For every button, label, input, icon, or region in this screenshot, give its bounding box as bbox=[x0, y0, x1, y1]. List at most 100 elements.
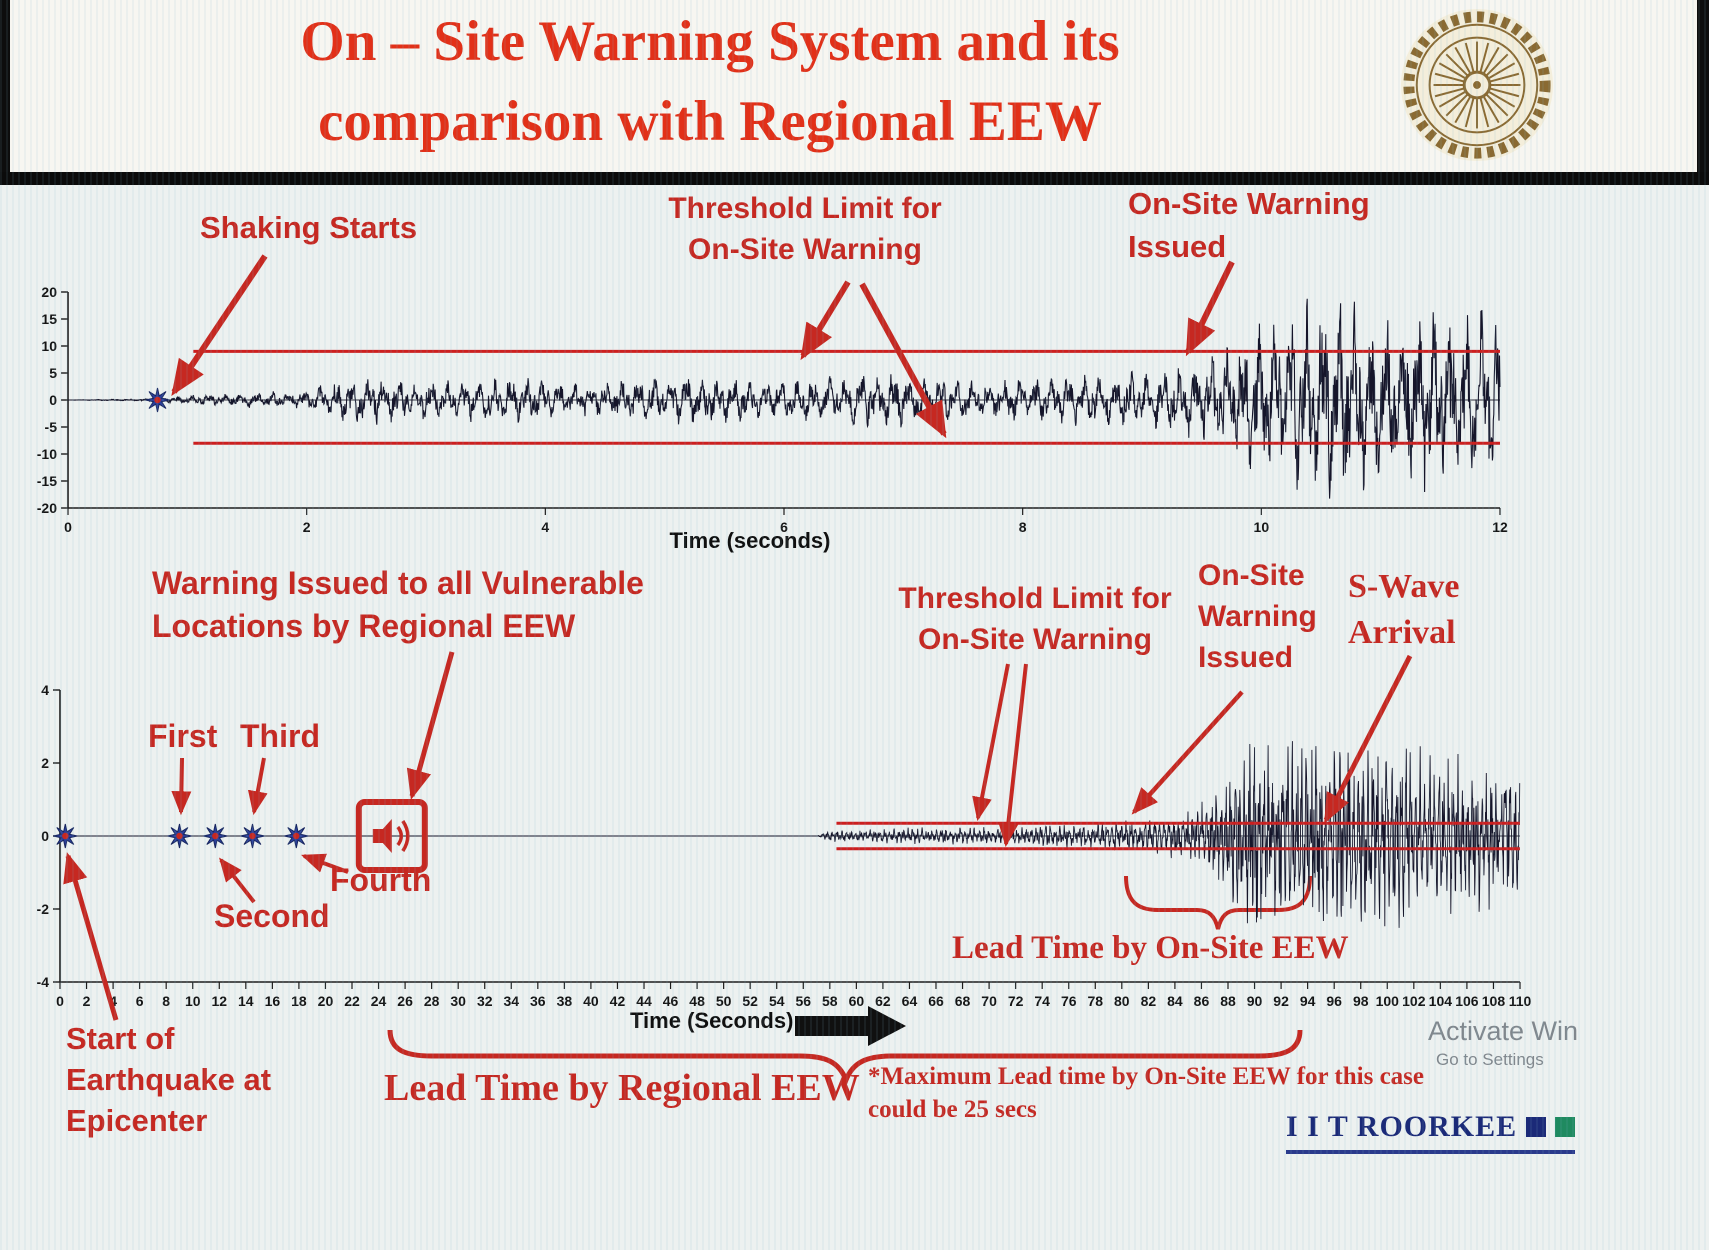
ann-shaking-starts: Shaking Starts bbox=[200, 210, 418, 245]
ann-issued-bottom-line3: Issued bbox=[1198, 641, 1294, 674]
annotation-arrow bbox=[300, 853, 349, 874]
svg-text:66: 66 bbox=[928, 993, 944, 1009]
svg-text:4: 4 bbox=[541, 519, 549, 535]
svg-text:108: 108 bbox=[1482, 993, 1506, 1009]
xlabel-top-chart: Time (seconds) bbox=[669, 528, 831, 553]
iit-roorkee-logo bbox=[1398, 6, 1556, 169]
annotation-arrow bbox=[171, 757, 192, 816]
ann-max-lead-line2: could be 25 secs bbox=[868, 1096, 1037, 1123]
ann-lead-time-onsite: Lead Time by On-Site EEW bbox=[952, 930, 1349, 966]
ann-third: Third bbox=[240, 718, 320, 754]
ann-onsite-warning-issued-top: On-Site Warning Issued bbox=[1128, 182, 1370, 268]
svg-text:8: 8 bbox=[162, 993, 170, 1009]
ann-lead-time-regional: Lead Time by Regional EEW bbox=[384, 1067, 860, 1109]
svg-text:18: 18 bbox=[291, 993, 307, 1009]
title-line-1: On – Site Warning System and its bbox=[300, 10, 1120, 73]
ann-s-wave-arrival: S-Wave Arrival bbox=[1348, 564, 1459, 656]
svg-text:28: 28 bbox=[424, 993, 440, 1009]
svg-text:-4: -4 bbox=[37, 974, 50, 990]
ann-onsite-warning-issued-bottom: On-Site Warning Issued bbox=[1198, 555, 1317, 678]
svg-text:60: 60 bbox=[849, 993, 865, 1009]
svg-text:38: 38 bbox=[557, 993, 573, 1009]
ann-fourth: Fourth bbox=[330, 862, 432, 898]
svg-text:84: 84 bbox=[1167, 993, 1183, 1009]
title-line-2: comparison with Regional EEW bbox=[318, 89, 1102, 153]
svg-text:78: 78 bbox=[1087, 993, 1103, 1009]
svg-text:90: 90 bbox=[1247, 993, 1263, 1009]
brand-square-navy-icon bbox=[1526, 1117, 1547, 1137]
watermark-settings: Go to Settings bbox=[1436, 1050, 1544, 1069]
svg-text:32: 32 bbox=[477, 993, 493, 1009]
onsite-seismogram-chart: -20 -15 -10 -5 0 5 10 15 20 0 2 4 6 8 10 12 bbox=[37, 284, 1508, 535]
svg-text:30: 30 bbox=[450, 993, 466, 1009]
svg-text:2: 2 bbox=[83, 993, 91, 1009]
ann-issued-top-line2: Issued bbox=[1128, 229, 1227, 264]
svg-text:96: 96 bbox=[1326, 993, 1342, 1009]
star-burst-icon bbox=[145, 387, 170, 413]
divider-bar bbox=[0, 172, 1709, 185]
star-burst-icon bbox=[167, 823, 192, 849]
svg-text:86: 86 bbox=[1194, 993, 1210, 1009]
svg-text:6: 6 bbox=[780, 519, 788, 535]
svg-text:58: 58 bbox=[822, 993, 838, 1009]
ann-first: First bbox=[148, 718, 218, 754]
svg-text:98: 98 bbox=[1353, 993, 1369, 1009]
brace-lead-time-onsite bbox=[1124, 875, 1312, 930]
star-burst-icon bbox=[203, 823, 228, 849]
photo-edge-left bbox=[0, 0, 10, 172]
ann-swave-line2: Arrival bbox=[1348, 614, 1456, 651]
svg-text:46: 46 bbox=[663, 993, 679, 1009]
svg-text:68: 68 bbox=[955, 993, 971, 1009]
page-title: On – Site Warning System and its compari… bbox=[70, 2, 1350, 162]
svg-text:-5: -5 bbox=[45, 419, 58, 435]
svg-text:64: 64 bbox=[902, 993, 918, 1009]
svg-text:72: 72 bbox=[1008, 993, 1024, 1009]
svg-text:0: 0 bbox=[41, 828, 49, 844]
svg-text:52: 52 bbox=[742, 993, 758, 1009]
svg-text:10: 10 bbox=[1254, 519, 1270, 535]
star-burst-icon bbox=[53, 823, 78, 849]
ann-start-epicenter: Start of Earthquake at Epicenter bbox=[66, 1018, 271, 1141]
svg-text:80: 80 bbox=[1114, 993, 1130, 1009]
annotation-arrow bbox=[1323, 654, 1413, 824]
svg-text:-10: -10 bbox=[37, 446, 57, 462]
iit-roorkee-emblem-icon bbox=[1400, 8, 1554, 162]
ann-threshold-limit-bottom: Threshold Limit for On-Site Warning bbox=[880, 578, 1190, 660]
svg-text:2: 2 bbox=[303, 519, 311, 535]
photo-edge-right bbox=[1697, 0, 1709, 172]
svg-text:56: 56 bbox=[795, 993, 811, 1009]
svg-text:94: 94 bbox=[1300, 993, 1316, 1009]
svg-text:0: 0 bbox=[49, 392, 57, 408]
annotation-arrow bbox=[972, 663, 1010, 822]
ann-threshold-top-line2: On-Site Warning bbox=[688, 233, 922, 266]
ann-threshold-bottom-line1: Threshold Limit for bbox=[898, 582, 1172, 615]
svg-text:14: 14 bbox=[238, 993, 254, 1009]
svg-text:100: 100 bbox=[1376, 993, 1400, 1009]
svg-text:92: 92 bbox=[1273, 993, 1289, 1009]
svg-text:0: 0 bbox=[56, 993, 64, 1009]
svg-text:26: 26 bbox=[397, 993, 413, 1009]
svg-text:4: 4 bbox=[109, 993, 117, 1009]
ann-regional-line1: Warning Issued to all Vulnerable bbox=[152, 565, 644, 601]
annotation-arrows bbox=[63, 254, 1413, 1021]
annotation-arrow bbox=[406, 651, 455, 800]
svg-text:104: 104 bbox=[1429, 993, 1453, 1009]
svg-text:44: 44 bbox=[636, 993, 652, 1009]
svg-text:24: 24 bbox=[371, 993, 387, 1009]
svg-text:2: 2 bbox=[41, 755, 49, 771]
svg-text:0: 0 bbox=[64, 519, 72, 535]
svg-text:12: 12 bbox=[211, 993, 227, 1009]
svg-text:10: 10 bbox=[41, 338, 57, 354]
ann-max-lead-time: *Maximum Lead time by On-Site EEW for th… bbox=[868, 1060, 1424, 1126]
ann-max-lead-line1: *Maximum Lead time by On-Site EEW for th… bbox=[868, 1063, 1425, 1090]
star-burst-icon bbox=[240, 823, 265, 849]
ann-issued-bottom-line2: Warning bbox=[1198, 600, 1317, 633]
footer-brand: I I T ROORKEE bbox=[1286, 1110, 1576, 1154]
right-arrow-icon bbox=[795, 1006, 906, 1046]
svg-text:22: 22 bbox=[344, 993, 360, 1009]
emblem-wheel-spokes bbox=[1433, 41, 1521, 129]
xlabel-bottom-chart: Time (Seconds) bbox=[630, 1008, 794, 1033]
svg-text:88: 88 bbox=[1220, 993, 1236, 1009]
